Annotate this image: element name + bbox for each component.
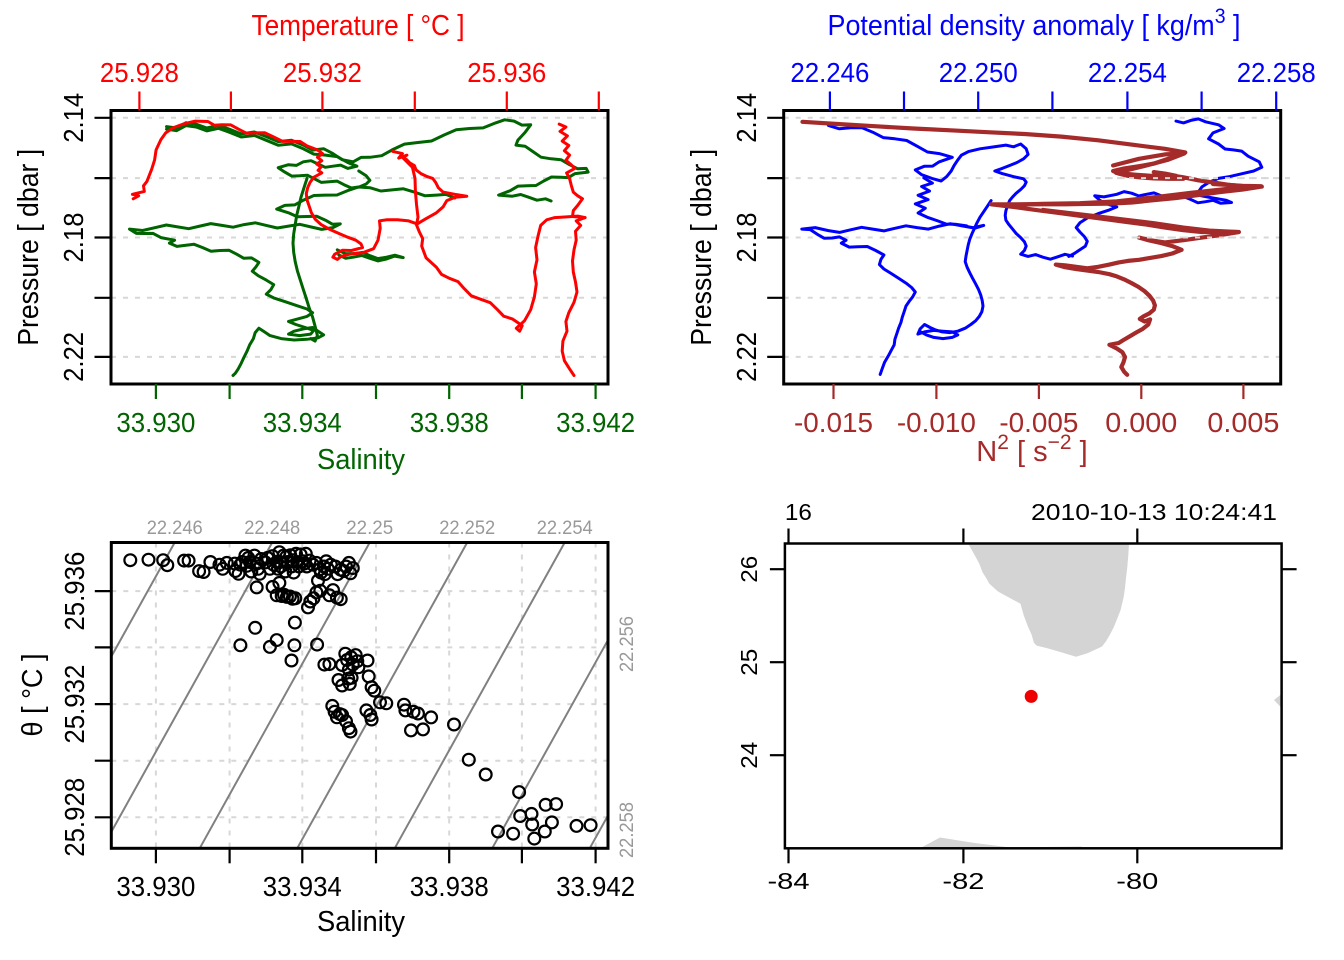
svg-text:33.938: 33.938 [410, 407, 489, 438]
svg-text:N2 [ s−2 ]: N2 [ s−2 ] [976, 431, 1087, 468]
svg-text:2.18: 2.18 [58, 213, 89, 263]
svg-text:33.938: 33.938 [410, 871, 489, 902]
svg-text:22.248: 22.248 [244, 518, 300, 539]
svg-text:25.928: 25.928 [59, 778, 90, 857]
svg-text:2.14: 2.14 [58, 93, 89, 143]
svg-text:Temperature [ °C ]: Temperature [ °C ] [252, 10, 465, 42]
svg-text:33.942: 33.942 [556, 871, 635, 902]
svg-text:33.930: 33.930 [116, 407, 195, 438]
svg-text:22.258: 22.258 [617, 802, 638, 858]
svg-text:Potential density anomaly [ kg: Potential density anomaly [ kg/m3 ] [828, 5, 1241, 42]
svg-text:-82: -82 [942, 868, 984, 894]
svg-text:22.252: 22.252 [439, 518, 495, 539]
svg-text:-84: -84 [768, 868, 810, 894]
svg-text:22.254: 22.254 [537, 518, 593, 539]
svg-text:22.25: 22.25 [346, 518, 393, 539]
svg-text:33.934: 33.934 [263, 871, 342, 902]
svg-text:33.930: 33.930 [116, 871, 195, 902]
svg-text:θ [ °C ]: θ [ °C ] [17, 654, 49, 737]
svg-text:2.18: 2.18 [731, 213, 762, 263]
svg-text:25.928: 25.928 [100, 57, 179, 88]
svg-text:22.254: 22.254 [1088, 57, 1167, 88]
svg-text:0.000: 0.000 [1105, 407, 1177, 438]
svg-text:25.932: 25.932 [283, 57, 362, 88]
svg-text:22.246: 22.246 [147, 518, 203, 539]
svg-text:33.942: 33.942 [556, 407, 635, 438]
svg-text:Pressure [ dbar ]: Pressure [ dbar ] [686, 149, 718, 346]
svg-text:Salinity: Salinity [317, 444, 405, 476]
svg-text:Salinity: Salinity [317, 906, 405, 938]
svg-text:25.932: 25.932 [59, 665, 90, 744]
svg-text:33.934: 33.934 [263, 407, 342, 438]
svg-text:25: 25 [736, 649, 762, 676]
svg-text:-0.010: -0.010 [897, 407, 976, 438]
svg-text:22.258: 22.258 [1237, 57, 1316, 88]
svg-text:-0.005: -0.005 [999, 407, 1078, 438]
svg-text:22.246: 22.246 [790, 57, 869, 88]
svg-text:-0.015: -0.015 [794, 407, 873, 438]
svg-text:0.005: 0.005 [1207, 407, 1279, 438]
svg-text:26: 26 [736, 556, 762, 583]
svg-text:2.22: 2.22 [731, 332, 762, 382]
svg-text:24: 24 [736, 742, 762, 769]
svg-text:25.936: 25.936 [467, 57, 546, 88]
svg-text:22.256: 22.256 [617, 616, 638, 672]
svg-text:Pressure [ dbar ]: Pressure [ dbar ] [13, 149, 45, 346]
svg-text:2.22: 2.22 [58, 332, 89, 382]
svg-text:25.936: 25.936 [59, 552, 90, 631]
svg-text:2010-10-13 10:24:41: 2010-10-13 10:24:41 [1031, 499, 1277, 525]
svg-text:16: 16 [785, 499, 812, 525]
svg-text:-80: -80 [1116, 868, 1158, 894]
svg-text:2.14: 2.14 [731, 93, 762, 143]
svg-text:22.250: 22.250 [939, 57, 1018, 88]
